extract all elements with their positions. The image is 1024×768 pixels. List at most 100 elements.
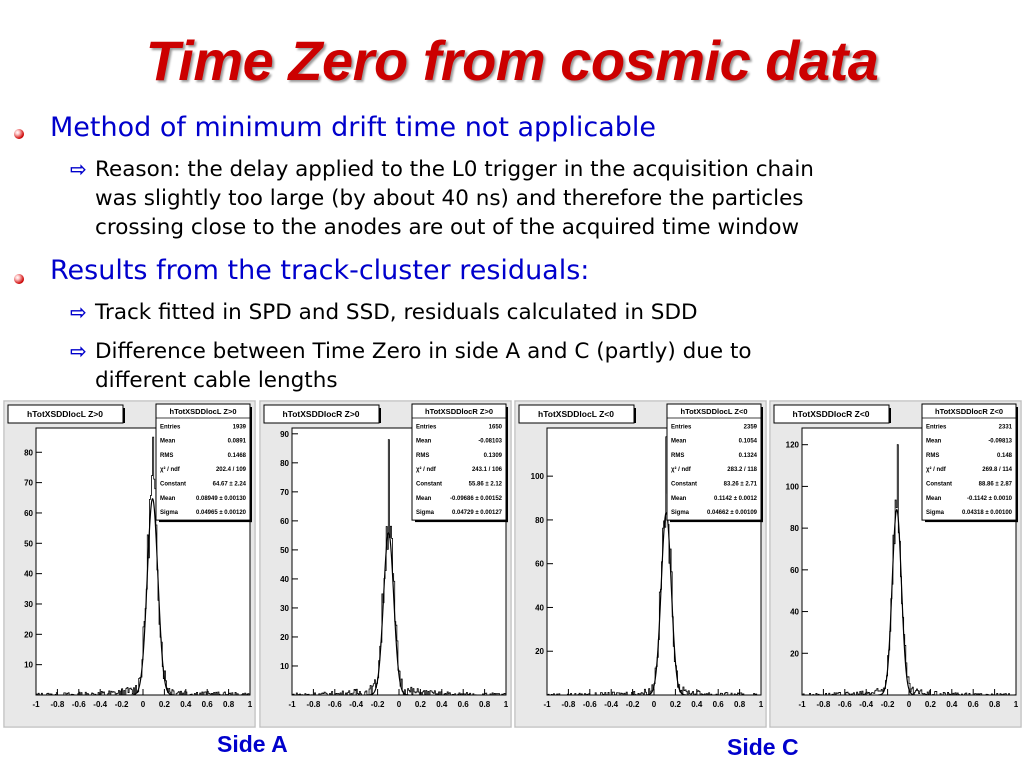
fit-curve xyxy=(646,512,687,696)
line: crossing close to the anodes are out of … xyxy=(95,215,800,240)
x-tick-label: 0.2 xyxy=(925,700,937,709)
x-tick-label: 0.8 xyxy=(734,700,746,709)
side-c-label: Side C xyxy=(727,734,799,760)
stats-row-label: Mean xyxy=(416,439,432,445)
stats-row-value: -0.09813 xyxy=(988,439,1012,445)
y-tick-label: 100 xyxy=(531,472,545,481)
x-tick-label: -0.6 xyxy=(838,700,852,709)
stats-row-label: Mean xyxy=(671,439,687,445)
title-box-shadow xyxy=(123,408,125,423)
stats-row-label: RMS xyxy=(926,453,939,459)
x-tick-label: 0.2 xyxy=(670,700,682,709)
stats-title: hTotXSDDlocR Z>0 xyxy=(425,407,493,416)
side-a-label: Side A xyxy=(217,731,288,757)
x-tick-label: 0 xyxy=(397,700,402,709)
histogram-chart-3: 20 40 60 80 100 -1 -0.8 -0.6 -0.4 -0.2 0 0.2 0.4 0.6 0… xyxy=(514,400,767,728)
x-tick-label: -0.4 xyxy=(349,700,363,709)
x-tick-label: -1 xyxy=(32,700,40,709)
arrow-icon: ⇨ xyxy=(70,339,87,363)
slide-title: Time Zero from cosmic data xyxy=(145,29,879,92)
x-tick-label: 0 xyxy=(141,700,146,709)
bullet-2: Results from the track-cluster residuals… xyxy=(50,255,590,286)
stats-row-value: 1939 xyxy=(233,424,247,430)
stats-row-value: 0.04318 ± 0.00100 xyxy=(962,510,1013,516)
line: Reason: the delay applied to the L0 trig… xyxy=(95,157,814,182)
y-tick-label: 120 xyxy=(786,441,800,450)
line: Track fitted in SPD and SSD, residuals c… xyxy=(95,300,698,325)
histogram-line xyxy=(802,444,1017,696)
stats-row-value: 0.04729 ± 0.00127 xyxy=(452,510,503,516)
y-tick-label: 50 xyxy=(280,546,289,555)
x-tick-label: 0.6 xyxy=(968,700,980,709)
x-tick-label: -0.4 xyxy=(859,700,873,709)
y-tick-label: 10 xyxy=(24,661,33,670)
sub-bullet-2-2: Difference between Time Zero in side A a… xyxy=(95,337,995,395)
stats-row-label: Mean xyxy=(416,496,432,502)
y-tick-label: 100 xyxy=(786,482,800,491)
arrow-icon: ⇨ xyxy=(70,300,87,324)
y-tick-label: 90 xyxy=(280,430,289,439)
stats-box-shadow xyxy=(159,520,252,523)
stats-row-label: χ² / ndf xyxy=(926,466,947,473)
histogram-panel-3: 20 40 60 80 100 -1 -0.8 -0.6 -0.4 -0.2 0 0.2 0.4 0.6 0… xyxy=(514,400,767,728)
x-tick-label: 0.8 xyxy=(479,700,491,709)
stats-row-value: 0.08949 ± 0.00130 xyxy=(196,496,247,502)
sub-bullet-2-1: Track fitted in SPD and SSD, residuals c… xyxy=(95,298,995,327)
stats-row-label: Mean xyxy=(926,439,942,445)
title-box-shadow xyxy=(379,408,381,423)
histogram-chart-1: 10 20 30 40 50 60 70 80 -1 -0.8 -0.6 -0.4 -0.2 0 0.2 0.… xyxy=(3,400,256,728)
stats-row-label: RMS xyxy=(671,453,684,459)
y-tick-label: 40 xyxy=(280,575,289,584)
x-tick-label: 0 xyxy=(907,700,912,709)
stats-row-value: 202.4 / 109 xyxy=(216,467,247,473)
stats-row-label: χ² / ndf xyxy=(160,466,181,473)
x-tick-label: 0.4 xyxy=(180,700,192,709)
x-tick-label: -0.8 xyxy=(562,700,576,709)
histogram-title: hTotXSDDlocR Z>0 xyxy=(282,409,359,419)
x-tick-label: 0.6 xyxy=(202,700,214,709)
stats-row-value: 243.1 / 106 xyxy=(472,467,503,473)
fit-curve xyxy=(368,532,409,696)
stats-row-value: 0.1309 xyxy=(484,453,503,459)
stats-row-value: 88.86 ± 2.87 xyxy=(979,482,1013,488)
line: different cable lengths xyxy=(95,368,338,393)
stats-row-label: Sigma xyxy=(926,510,945,516)
stats-row-value: 2359 xyxy=(744,424,758,430)
stats-row-value: 1650 xyxy=(489,424,503,430)
x-tick-label: -0.4 xyxy=(93,700,107,709)
y-tick-label: 40 xyxy=(535,603,544,612)
x-tick-label: -0.8 xyxy=(51,700,65,709)
title-box-shadow xyxy=(634,408,636,423)
stats-row-label: Sigma xyxy=(160,510,179,516)
fit-curve xyxy=(878,508,916,696)
stats-box-shadow xyxy=(250,407,252,523)
stats-row-value: 0.1468 xyxy=(228,453,247,459)
y-tick-label: 40 xyxy=(790,608,799,617)
stats-row-label: RMS xyxy=(160,453,173,459)
stats-box xyxy=(666,403,762,521)
stats-row-label: Constant xyxy=(416,482,442,488)
frame-border xyxy=(3,400,256,728)
x-tick-label: -0.2 xyxy=(371,700,385,709)
y-tick-label: 80 xyxy=(280,459,289,468)
x-tick-label: -0.6 xyxy=(328,700,342,709)
stats-row-value: 0.04662 ± 0.00109 xyxy=(707,510,758,516)
stats-row-value: 0.1324 xyxy=(739,453,758,459)
stats-row-value: 0.1054 xyxy=(739,439,758,445)
x-tick-label: 1 xyxy=(504,700,509,709)
x-tick-label: 0.8 xyxy=(223,700,235,709)
histogram-panel-1: 10 20 30 40 50 60 70 80 -1 -0.8 -0.6 -0.4 -0.2 0 0.2 0.… xyxy=(3,400,256,728)
y-tick-label: 80 xyxy=(790,524,799,533)
y-tick-label: 50 xyxy=(24,539,33,548)
line: was slightly too large (by about 40 ns) … xyxy=(95,186,804,211)
stats-row-value: 55.86 ± 2.12 xyxy=(469,482,503,488)
bullet-1: Method of minimum drift time not applica… xyxy=(50,112,656,143)
x-tick-label: -0.8 xyxy=(817,700,831,709)
y-tick-label: 20 xyxy=(790,649,799,658)
histogram-chart-4: 20 40 60 80 100 120 -1 -0.8 -0.6 -0.4 -0.2 0 0.2 0.4 0… xyxy=(769,400,1022,728)
stats-box-shadow xyxy=(761,407,763,523)
stats-title: hTotXSDDlocR Z<0 xyxy=(935,407,1003,416)
stats-row-value: 283.2 / 118 xyxy=(727,467,757,473)
fit-curve xyxy=(131,498,174,696)
stats-row-label: Entries xyxy=(160,424,181,430)
